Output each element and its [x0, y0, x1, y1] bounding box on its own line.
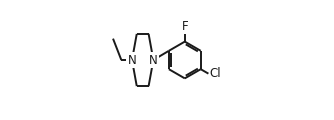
Text: N: N	[128, 54, 136, 66]
Text: F: F	[181, 20, 188, 33]
Text: N: N	[149, 54, 158, 66]
Text: Cl: Cl	[209, 67, 221, 80]
